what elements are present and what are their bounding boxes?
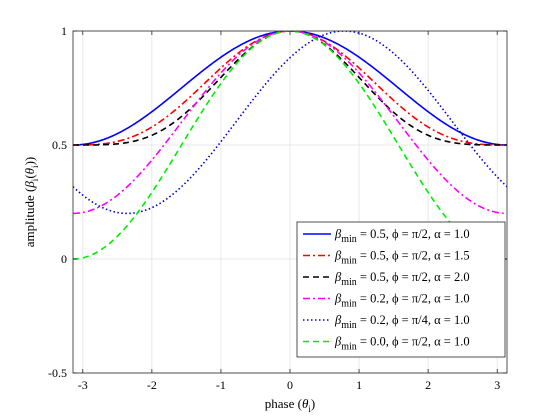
series-line-6 bbox=[73, 31, 507, 260]
series-line-4 bbox=[73, 31, 507, 215]
x-tick-label: -1 bbox=[216, 378, 226, 392]
y-tick-label: -0.5 bbox=[48, 366, 67, 380]
series-line-5 bbox=[73, 31, 507, 215]
ticks: -3 -2 -1 0 1 2 3 -0.5 0 0.5 1 bbox=[48, 24, 507, 392]
legend-entry-5: βmin = 0.2, ϕ = π/4, α = 1.0 bbox=[334, 313, 470, 331]
series-line-3 bbox=[73, 31, 507, 146]
x-tick-label: 3 bbox=[494, 378, 500, 392]
x-tick-label: 2 bbox=[425, 378, 431, 392]
x-axis-label: phase (θi) bbox=[265, 396, 315, 414]
legend-entry-3: βmin = 0.5, ϕ = π/2, α = 2.0 bbox=[334, 270, 470, 288]
x-tick-label: -3 bbox=[78, 378, 88, 392]
legend-entry-4: βmin = 0.2, ϕ = π/2, α = 1.0 bbox=[334, 292, 470, 310]
x-tick-label: 0 bbox=[287, 378, 293, 392]
series-layer bbox=[73, 31, 507, 260]
legend: βmin = 0.5, ϕ = π/2, α = 1.0 βmin = 0.5, … bbox=[296, 221, 506, 358]
legend-entry-2: βmin = 0.5, ϕ = π/2, α = 1.5 bbox=[334, 249, 470, 267]
y-axis-label: amplitude (βi(θi)) bbox=[22, 157, 40, 248]
y-tick-label: 1 bbox=[61, 24, 67, 38]
series-line-1 bbox=[73, 31, 507, 146]
y-tick-label: 0 bbox=[61, 252, 67, 266]
legend-entry-6: βmin = 0.0, ϕ = π/2, α = 1.0 bbox=[334, 335, 470, 353]
legend-box bbox=[296, 221, 506, 358]
y-tick-label: 0.5 bbox=[52, 138, 67, 152]
legend-entry-1: βmin = 0.5, ϕ = π/2, α = 1.0 bbox=[334, 227, 470, 245]
x-tick-label: 1 bbox=[356, 378, 362, 392]
x-tick-label: -2 bbox=[147, 378, 157, 392]
